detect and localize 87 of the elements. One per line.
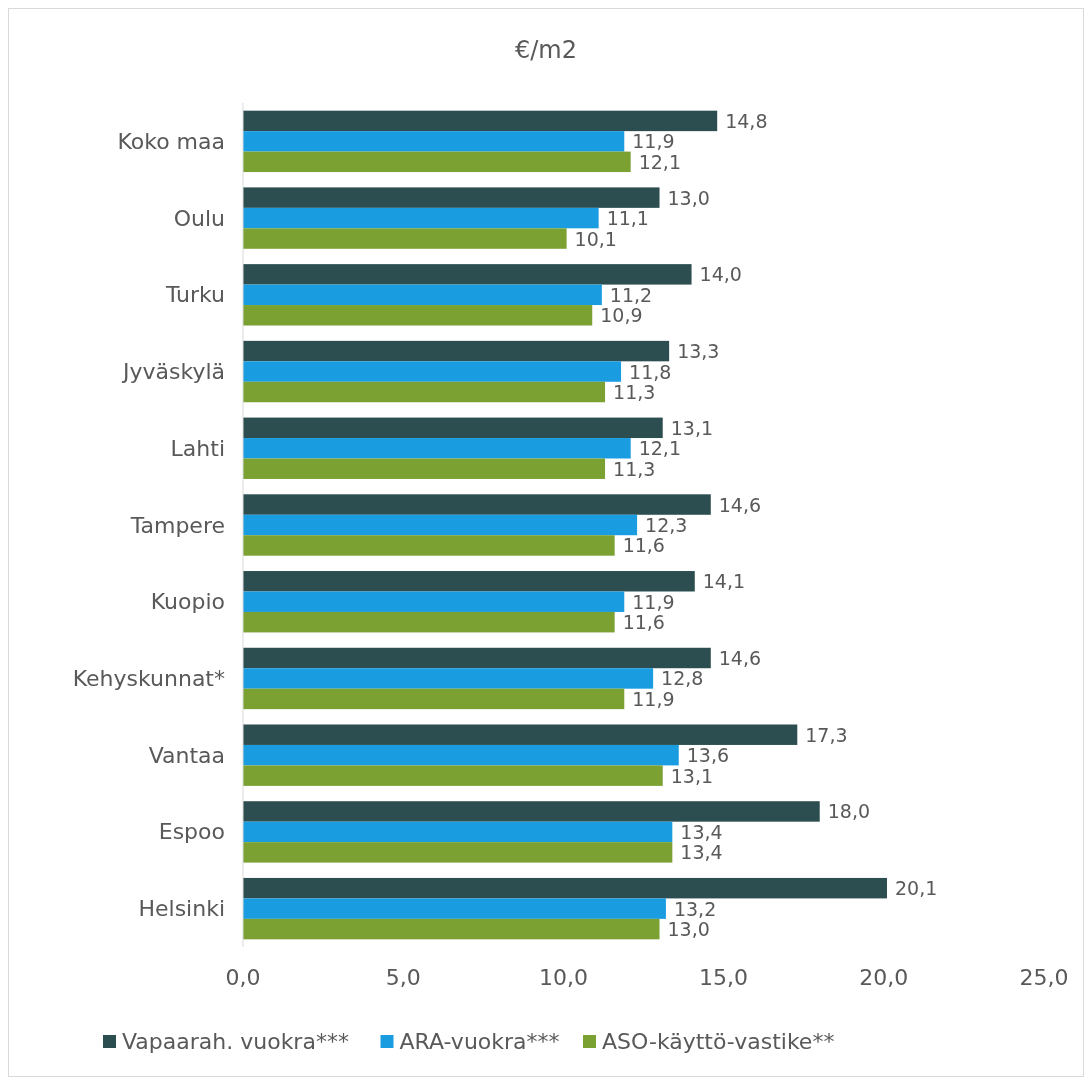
- bar: [243, 765, 663, 786]
- data-label: 17,3: [805, 723, 848, 746]
- bar: [243, 340, 670, 362]
- data-label: 11,3: [613, 381, 656, 404]
- data-label: 20,1: [895, 877, 938, 900]
- bar: [243, 438, 631, 459]
- data-label: 11,6: [622, 611, 665, 634]
- bar: [243, 877, 887, 899]
- bar: [243, 801, 820, 822]
- y-tick-label: Kuopio: [150, 589, 225, 615]
- y-tick-label: Tampere: [129, 512, 225, 538]
- x-tick-label: 5,0: [385, 965, 421, 990]
- bar: [243, 611, 615, 633]
- data-label: 13,4: [680, 820, 723, 843]
- x-tick-label: 10,0: [538, 965, 588, 990]
- y-tick-label: Jyväskylä: [120, 359, 225, 385]
- legend-label: ARA-vuokra***: [399, 1029, 560, 1054]
- data-label: 12,3: [645, 514, 688, 536]
- data-label: 11,2: [609, 283, 653, 306]
- data-label: 14,1: [702, 570, 746, 593]
- data-label: 12,8: [661, 667, 704, 690]
- bar: [243, 381, 606, 403]
- bar: [243, 514, 638, 536]
- bar: [243, 151, 631, 173]
- data-label: 14,6: [718, 493, 762, 516]
- bar: [243, 918, 660, 940]
- data-label: 13,6: [686, 744, 730, 767]
- data-label: 18,0: [827, 800, 871, 823]
- data-label: 11,9: [632, 687, 675, 710]
- data-label: 13,4: [680, 841, 723, 864]
- x-tick-label: 0,0: [225, 965, 261, 990]
- data-label: 10,1: [574, 227, 617, 250]
- data-label: 13,0: [667, 918, 710, 941]
- data-label: 11,6: [622, 534, 665, 557]
- bar: [243, 131, 625, 152]
- data-label: 14,6: [718, 646, 762, 669]
- bar: [243, 647, 711, 669]
- bar: [243, 535, 615, 556]
- chart-title: €/m2: [514, 36, 578, 64]
- bar: [243, 228, 567, 249]
- bar: [243, 724, 798, 745]
- y-tick-label: Helsinki: [138, 896, 225, 922]
- bar: [243, 187, 660, 208]
- y-tick-label: Kehyskunnat*: [72, 665, 225, 691]
- bar: [243, 361, 622, 382]
- data-label: 10,9: [600, 304, 643, 327]
- bar: [243, 591, 625, 612]
- data-label: 14,0: [699, 263, 742, 286]
- bar: [243, 688, 625, 710]
- bar: [243, 744, 679, 766]
- y-tick-label: Koko maa: [117, 128, 225, 154]
- bar: [243, 668, 654, 689]
- y-tick-label: Turku: [164, 282, 225, 308]
- bar: [243, 898, 666, 919]
- x-tick-label: 25,0: [1019, 965, 1069, 990]
- legend-label: ASO-käyttö-vastike**: [602, 1029, 835, 1054]
- data-label: 11,1: [606, 207, 649, 230]
- bar: [243, 110, 718, 132]
- bar: [243, 417, 663, 439]
- data-label: 11,8: [629, 360, 672, 383]
- y-tick-label: Lahti: [170, 435, 225, 461]
- bar: [243, 458, 606, 479]
- legend-label: Vapaarah. vuokra***: [122, 1029, 349, 1054]
- data-label: 13,1: [670, 764, 714, 787]
- x-tick-label: 20,0: [859, 965, 909, 990]
- bar: [243, 207, 599, 229]
- x-tick-label: 15,0: [699, 965, 749, 990]
- data-label: 14,8: [725, 109, 768, 132]
- data-label: 13,2: [673, 897, 717, 920]
- data-label: 12,1: [638, 150, 681, 173]
- y-tick-label: Espoo: [158, 819, 225, 845]
- bar: [243, 821, 673, 843]
- data-label: 13,0: [667, 186, 710, 209]
- data-label: 13,3: [677, 340, 720, 363]
- bar: [243, 284, 602, 306]
- data-label: 12,1: [638, 437, 681, 460]
- bar: [243, 305, 593, 326]
- data-label: 13,1: [670, 416, 714, 439]
- data-label: 11,9: [632, 590, 675, 613]
- bar: [243, 494, 711, 515]
- bar: [243, 264, 692, 285]
- y-tick-label: Vantaa: [148, 742, 225, 768]
- y-tick-label: Oulu: [173, 205, 225, 231]
- data-label: 11,9: [632, 130, 675, 153]
- bar: [243, 842, 673, 863]
- bar: [243, 571, 695, 592]
- data-label: 11,3: [613, 457, 656, 480]
